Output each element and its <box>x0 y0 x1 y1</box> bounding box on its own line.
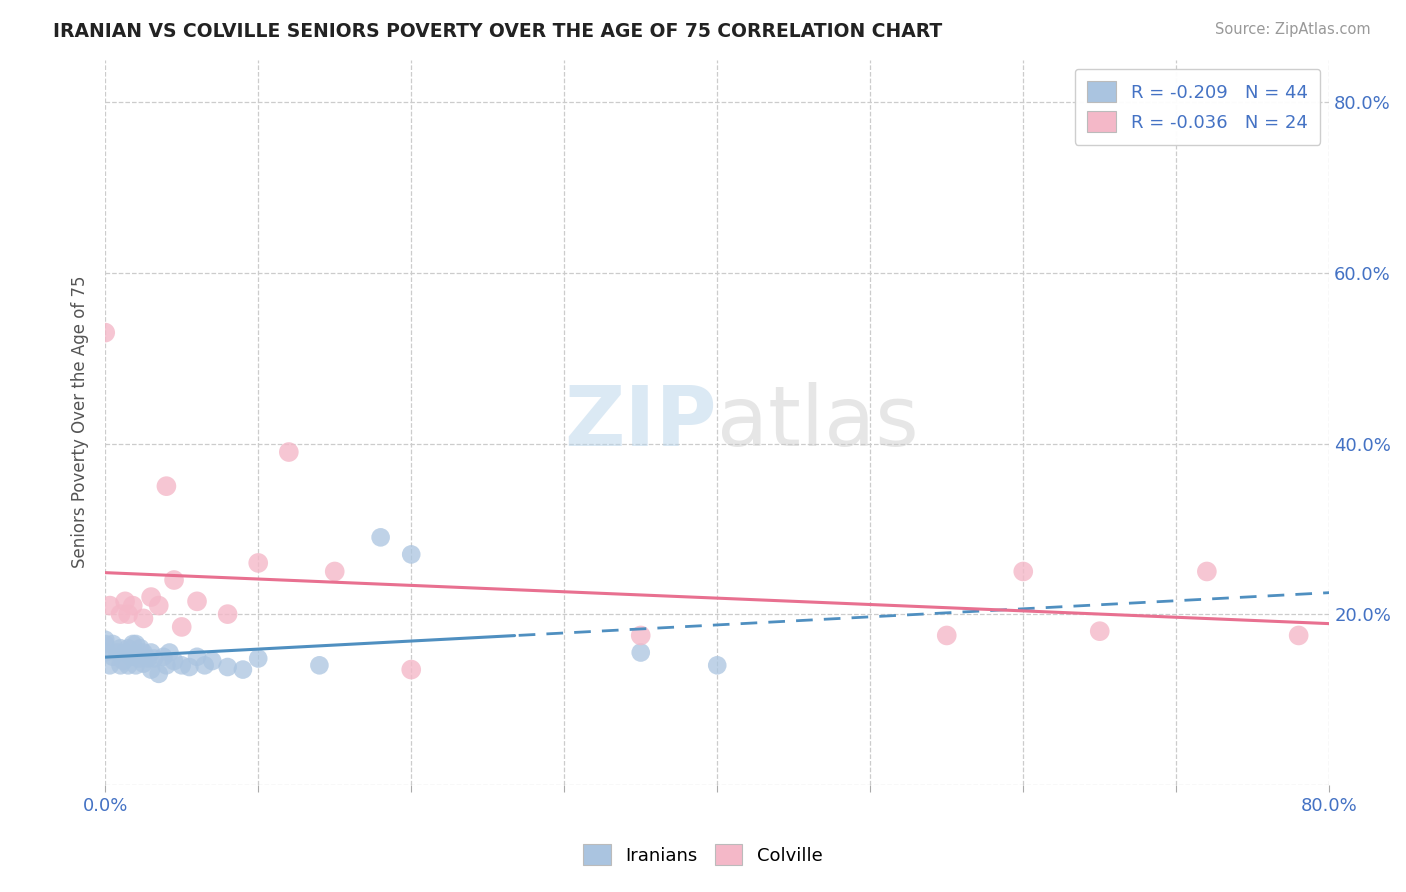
Point <box>132 657 155 671</box>
Point <box>186 649 208 664</box>
Point <box>308 658 330 673</box>
Point <box>247 556 270 570</box>
Point <box>247 651 270 665</box>
Point <box>163 573 186 587</box>
Point <box>94 632 117 647</box>
Point <box>121 599 143 613</box>
Point <box>139 590 162 604</box>
Point <box>217 660 239 674</box>
Point <box>323 565 346 579</box>
Point <box>117 641 139 656</box>
Point <box>117 607 139 621</box>
Point <box>148 599 170 613</box>
Point <box>128 651 150 665</box>
Point <box>194 658 217 673</box>
Legend: Iranians, Colville: Iranians, Colville <box>575 835 831 874</box>
Point <box>94 646 117 660</box>
Point <box>1288 628 1310 642</box>
Point <box>935 628 957 642</box>
Text: Source: ZipAtlas.com: Source: ZipAtlas.com <box>1215 22 1371 37</box>
Point <box>217 607 239 621</box>
Point <box>1012 565 1035 579</box>
Point <box>129 641 152 656</box>
Point <box>152 649 174 664</box>
Point <box>1088 624 1111 639</box>
Point <box>107 646 129 660</box>
Point <box>139 663 162 677</box>
Point <box>179 660 201 674</box>
Point <box>139 646 162 660</box>
Point <box>148 666 170 681</box>
Point <box>170 620 193 634</box>
Text: ZIP: ZIP <box>565 382 717 463</box>
Legend: R = -0.209   N = 44, R = -0.036   N = 24: R = -0.209 N = 44, R = -0.036 N = 24 <box>1074 69 1320 145</box>
Point <box>117 658 139 673</box>
Point <box>201 654 224 668</box>
Point <box>186 594 208 608</box>
Point <box>170 658 193 673</box>
Point <box>114 594 136 608</box>
Point <box>125 658 148 673</box>
Point <box>277 445 299 459</box>
Point <box>110 658 132 673</box>
Point <box>370 530 392 544</box>
Point <box>98 658 121 673</box>
Point <box>706 658 728 673</box>
Point <box>98 599 121 613</box>
Point <box>155 658 177 673</box>
Point <box>143 651 166 665</box>
Point <box>155 479 177 493</box>
Point <box>120 649 142 664</box>
Point <box>121 637 143 651</box>
Point <box>112 654 135 668</box>
Point <box>136 651 159 665</box>
Point <box>399 548 422 562</box>
Point <box>630 628 652 642</box>
Point <box>101 649 124 664</box>
Y-axis label: Seniors Poverty Over the Age of 75: Seniors Poverty Over the Age of 75 <box>72 276 89 568</box>
Point <box>94 326 117 340</box>
Point <box>630 646 652 660</box>
Point <box>125 648 148 662</box>
Point <box>132 611 155 625</box>
Point <box>399 663 422 677</box>
Point <box>110 641 132 656</box>
Text: IRANIAN VS COLVILLE SENIORS POVERTY OVER THE AGE OF 75 CORRELATION CHART: IRANIAN VS COLVILLE SENIORS POVERTY OVER… <box>53 22 942 41</box>
Point <box>94 637 117 651</box>
Point <box>159 646 181 660</box>
Point <box>1195 565 1218 579</box>
Point <box>101 637 124 651</box>
Point <box>125 637 148 651</box>
Text: atlas: atlas <box>717 382 920 463</box>
Point <box>110 607 132 621</box>
Point <box>114 646 136 660</box>
Point <box>132 646 155 660</box>
Point <box>163 654 186 668</box>
Point <box>232 663 254 677</box>
